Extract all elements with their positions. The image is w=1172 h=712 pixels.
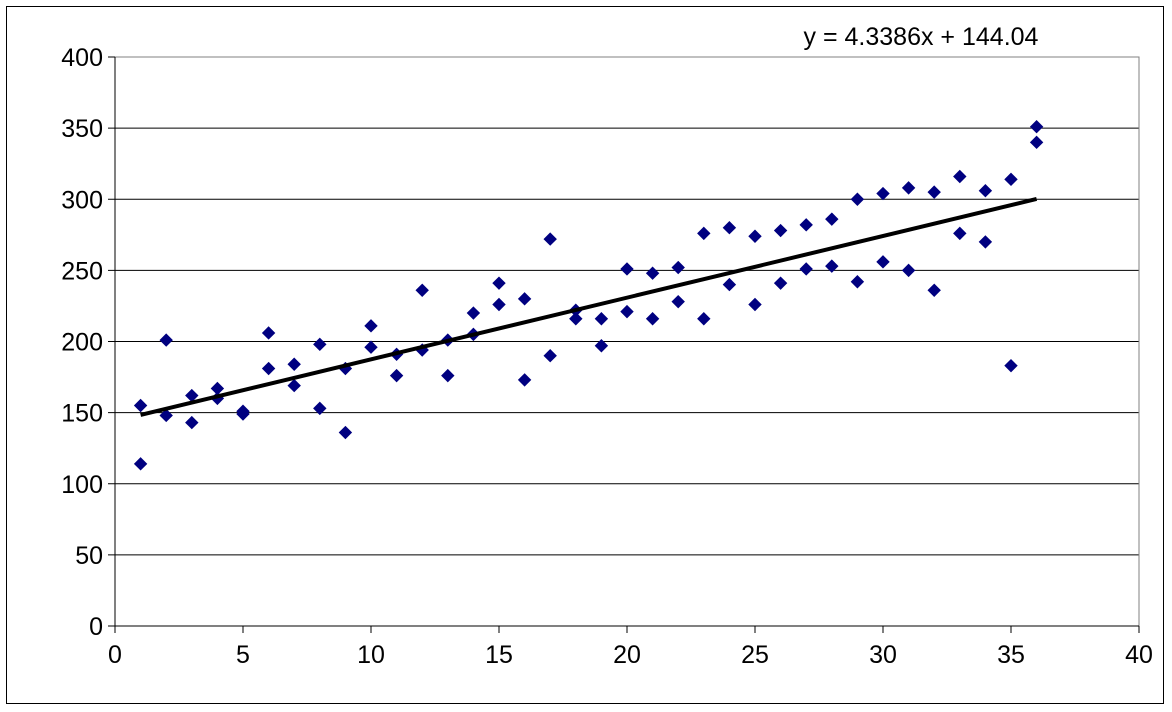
data-point <box>287 357 301 371</box>
data-point <box>594 312 609 326</box>
data-point <box>159 333 173 347</box>
data-point <box>492 276 506 290</box>
data-point <box>517 292 532 306</box>
data-point <box>517 373 532 387</box>
y-tick-label: 250 <box>61 257 103 285</box>
data-point <box>773 223 788 238</box>
data-point <box>799 262 813 276</box>
data-point <box>441 368 455 383</box>
data-point <box>313 337 327 352</box>
data-point <box>876 186 890 201</box>
data-point <box>594 339 609 353</box>
data-point <box>850 275 865 289</box>
x-tick-label: 10 <box>357 641 385 669</box>
y-tick-label: 400 <box>61 44 103 72</box>
data-point <box>825 259 839 273</box>
x-tick-label: 30 <box>869 641 897 669</box>
data-point <box>901 263 916 278</box>
chart-frame <box>6 6 1164 704</box>
data-point <box>876 255 890 269</box>
data-point <box>133 457 148 471</box>
y-tick-label: 100 <box>61 471 103 499</box>
data-point <box>466 306 481 320</box>
x-tick-label: 5 <box>236 641 250 669</box>
data-point <box>543 232 557 246</box>
x-tick-label: 35 <box>997 641 1025 669</box>
data-point <box>364 340 378 354</box>
y-tick-label: 150 <box>61 400 103 428</box>
data-point <box>645 266 660 280</box>
data-point <box>978 184 993 198</box>
data-point <box>364 319 378 333</box>
y-tick-label: 200 <box>61 329 103 357</box>
trendline <box>140 196 1038 417</box>
data-point <box>185 415 199 430</box>
y-axis: 0 50 100 150 200 250 300 350 400 <box>61 44 116 641</box>
data-point <box>748 229 762 243</box>
y-tick-label: 300 <box>61 186 103 214</box>
data-point <box>313 401 327 416</box>
data-point <box>722 220 737 235</box>
data-point <box>236 407 250 421</box>
data-points <box>133 119 1044 471</box>
data-point <box>671 260 685 275</box>
data-point <box>1029 135 1044 150</box>
data-point <box>620 262 634 276</box>
data-point <box>543 349 557 363</box>
data-point <box>697 312 711 326</box>
data-point <box>927 185 941 199</box>
data-point <box>671 294 685 309</box>
x-tick-label: 0 <box>108 641 122 669</box>
x-tick-label: 15 <box>485 641 513 669</box>
data-point <box>901 181 916 195</box>
trendline-equation: y = 4.3386x + 144.04 <box>804 23 1039 51</box>
data-point <box>825 212 839 226</box>
data-point <box>645 312 660 326</box>
data-point <box>927 283 941 297</box>
data-point <box>415 283 429 297</box>
data-point <box>569 312 583 326</box>
y-tick-label: 0 <box>89 613 103 641</box>
data-point <box>287 378 301 393</box>
data-point <box>799 218 813 232</box>
data-point <box>261 326 276 340</box>
data-point <box>389 368 404 383</box>
x-tick-label: 20 <box>613 641 641 669</box>
data-point <box>850 192 865 206</box>
data-point <box>748 297 762 312</box>
data-point <box>978 235 993 249</box>
x-tick-label: 40 <box>1125 641 1153 669</box>
data-point <box>697 226 711 241</box>
y-tick-label: 50 <box>75 542 103 570</box>
data-point <box>620 304 634 319</box>
y-tick-label: 350 <box>61 115 103 143</box>
data-point <box>261 361 276 376</box>
data-point <box>722 277 737 292</box>
data-point <box>1004 172 1018 187</box>
data-point <box>1004 358 1018 373</box>
data-point <box>338 425 353 440</box>
data-point <box>1029 119 1044 134</box>
data-point <box>133 398 148 413</box>
data-point <box>492 297 506 312</box>
data-point <box>953 226 967 241</box>
data-point <box>773 276 788 290</box>
x-tick-label: 25 <box>741 641 769 669</box>
data-point <box>953 169 967 184</box>
data-point <box>159 408 173 423</box>
x-axis: 0 5 10 15 20 25 30 35 40 <box>108 625 1153 669</box>
